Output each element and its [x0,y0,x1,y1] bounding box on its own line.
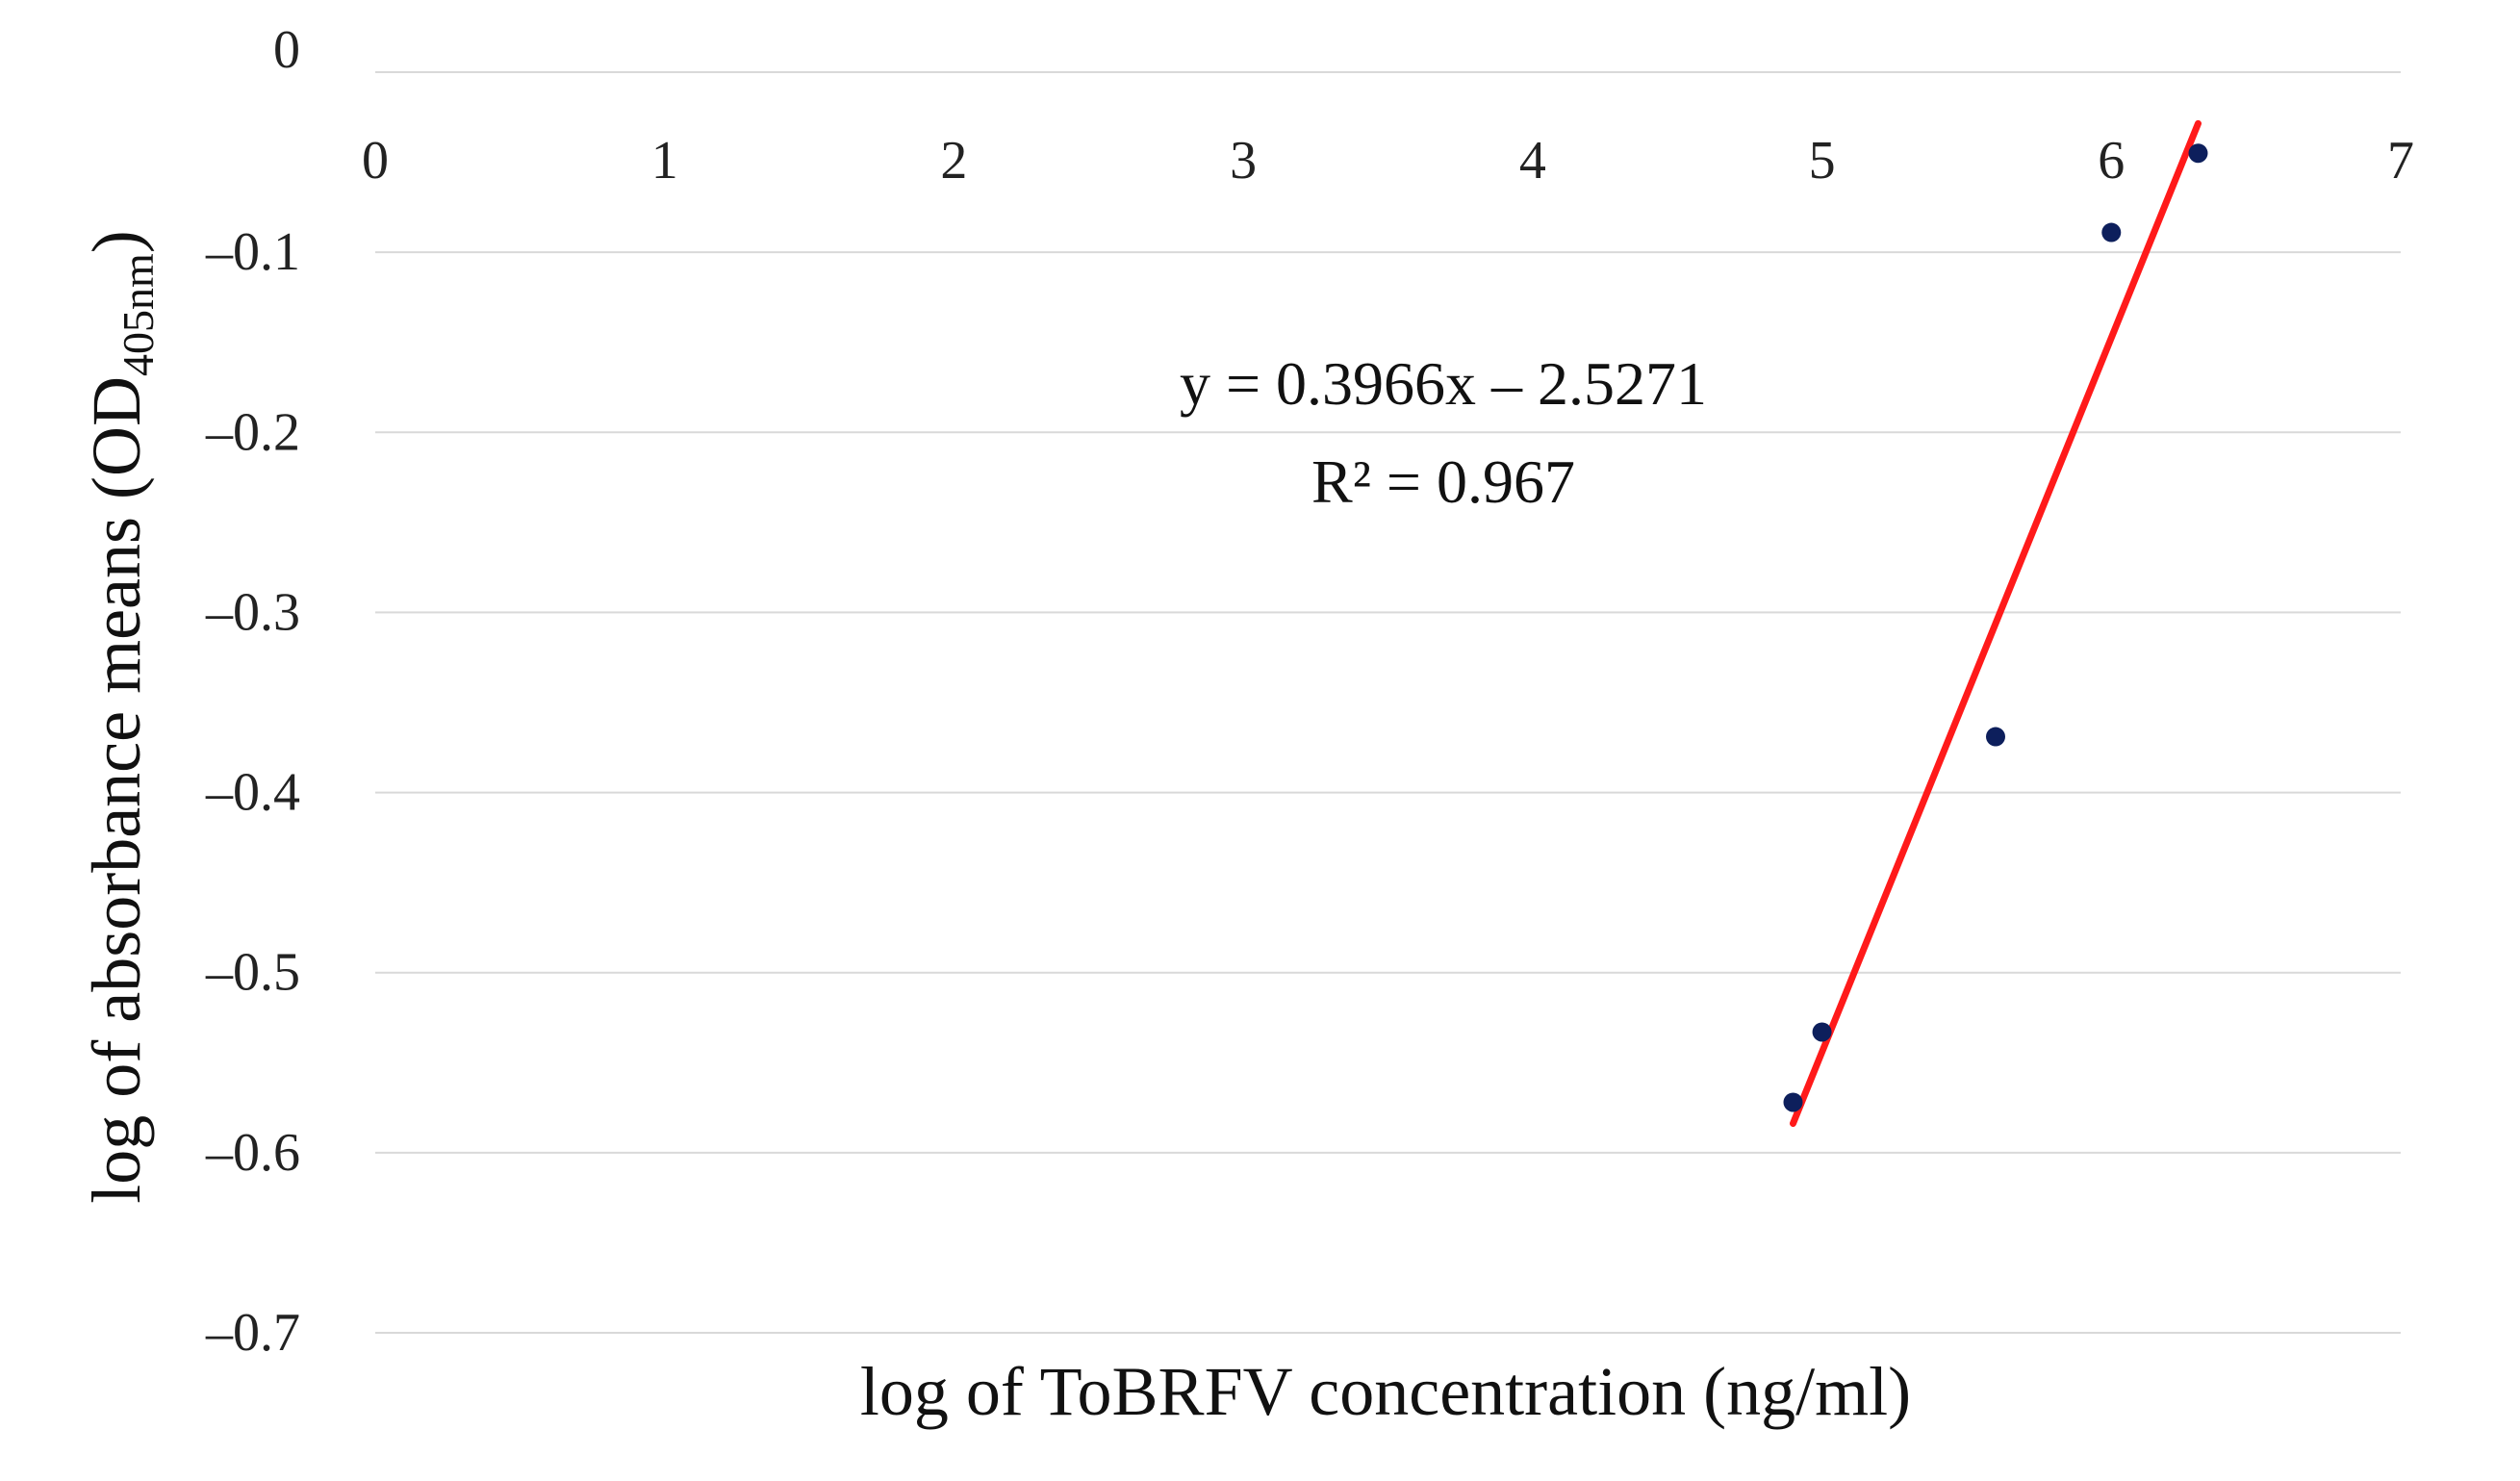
y-axis-title-main: log of absorbance means (OD [78,376,155,1204]
data-point [2101,222,2122,243]
trendline-group [1790,119,2202,1127]
y-tick-label: –0.5 [205,943,300,1003]
x-tick-label: 1 [651,131,678,191]
data-point [1812,1022,1832,1042]
x-tick-label: 4 [1519,131,1546,191]
y-axis-title: log of absorbance means (OD405nm) [78,230,163,1203]
x-tick-label: 3 [1230,131,1257,191]
y-tick-label: –0.6 [205,1123,300,1183]
x-axis-title: log of ToBRFV concentration (ng/ml) [860,1353,1911,1430]
y-tick-label: 0 [273,20,300,80]
y-tick-labels: 0 –0.1 –0.2 –0.3 –0.4 –0.5 –0.6 –0.7 [205,20,300,1363]
data-point [1783,1092,1803,1112]
trendline [1790,119,2202,1127]
x-tick-label: 5 [1809,131,1836,191]
trendline-equation: y = 0.3966x – 2.5271 [1180,349,1707,418]
x-tick-label: 6 [2098,131,2125,191]
data-point [2188,143,2208,164]
y-tick-label: –0.7 [205,1303,300,1363]
y-axis-title-close: ) [78,230,155,253]
grid-lines [375,71,2401,1334]
x-tick-label: 2 [940,131,967,191]
data-point [1986,727,2005,747]
r-squared-label: R² = 0.967 [1311,447,1575,516]
x-tick-labels: 0 1 2 3 4 5 6 7 [362,131,2414,191]
data-points [1783,143,2208,1112]
y-tick-label: –0.2 [205,402,300,462]
x-tick-label: 7 [2387,131,2414,191]
x-tick-label: 0 [362,131,389,191]
y-tick-label: –0.1 [205,222,300,282]
y-tick-label: –0.4 [205,763,300,823]
y-tick-label: –0.3 [205,582,300,642]
y-axis-title-subscript: 405nm [114,253,163,376]
